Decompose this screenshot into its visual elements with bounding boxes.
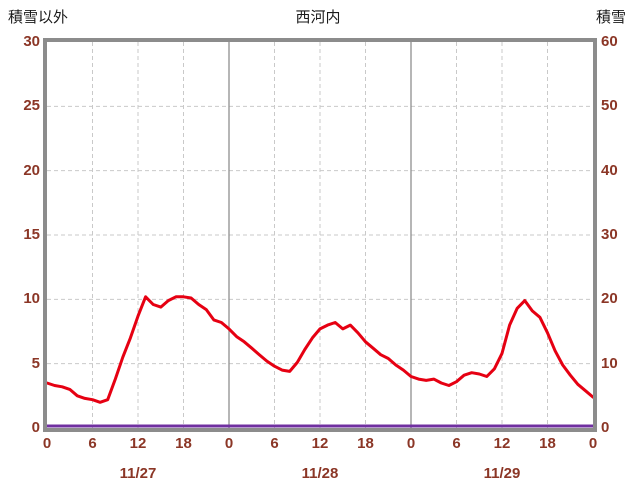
right-axis-tick-label: 10 xyxy=(601,354,618,372)
chart-title: 西河内 xyxy=(295,9,341,26)
right-axis-tick-label: 60 xyxy=(601,33,618,50)
x-axis-tick-label: 0 xyxy=(224,435,234,452)
right-axis-tick-label: 50 xyxy=(601,97,618,115)
x-axis-tick-label: 12 xyxy=(311,435,329,452)
right-axis-tick-label: 20 xyxy=(601,290,618,308)
right-axis-tick-label: 30 xyxy=(601,226,618,243)
date-label: 11/27 xyxy=(119,465,157,482)
x-axis-tick-label: 12 xyxy=(129,435,147,452)
x-axis-tick-label: 18 xyxy=(357,435,374,452)
x-axis-tick-label: 0 xyxy=(406,435,416,452)
x-axis-tick-label: 12 xyxy=(493,435,511,452)
left-axis-tick-label: 20 xyxy=(23,161,40,179)
x-axis-tick-label: 0 xyxy=(588,435,598,452)
right-axis-title: 積雪 xyxy=(595,9,626,26)
x-axis-tick-label: 18 xyxy=(539,435,556,452)
right-axis-tick-label: 40 xyxy=(601,161,618,179)
x-axis-tick-label: 0 xyxy=(42,435,52,452)
date-label: 11/28 xyxy=(301,465,339,482)
date-label: 11/29 xyxy=(483,465,521,482)
x-axis-tick-label: 6 xyxy=(270,435,279,452)
left-axis-tick-label: 5 xyxy=(31,354,40,372)
left-axis-title: 積雪以外 xyxy=(8,9,69,26)
left-axis-tick-label: 30 xyxy=(23,33,40,50)
left-axis-tick-label: 15 xyxy=(23,226,40,243)
right-axis-tick-label: 0 xyxy=(601,419,610,436)
left-axis-tick-label: 25 xyxy=(23,97,40,115)
x-axis-tick-label: 18 xyxy=(175,435,192,452)
left-axis-tick-label: 0 xyxy=(31,419,40,436)
x-axis-tick-label: 6 xyxy=(88,435,97,452)
plot-frame xyxy=(43,38,597,432)
series-line-left xyxy=(45,295,595,404)
x-axis-tick-label: 6 xyxy=(452,435,461,452)
left-axis-tick-label: 10 xyxy=(23,290,40,308)
